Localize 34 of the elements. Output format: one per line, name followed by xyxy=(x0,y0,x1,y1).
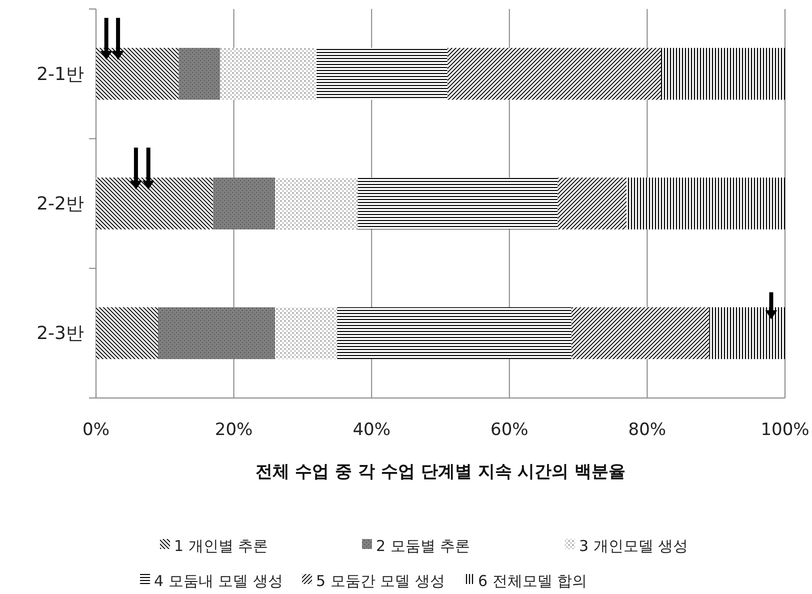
bar xyxy=(158,307,276,360)
x-tick-label: 80% xyxy=(628,420,666,440)
x-tick-label: 60% xyxy=(490,420,528,440)
bar xyxy=(275,307,338,360)
bar xyxy=(447,48,661,100)
legend-label: 1 개인별 추론 xyxy=(174,537,268,555)
bar xyxy=(571,307,710,360)
bar xyxy=(558,178,627,230)
bar xyxy=(96,178,214,230)
bar xyxy=(316,48,448,100)
x-axis-title: 전체 수업 중 각 수업 단계별 지속 시간의 백분율 xyxy=(255,462,626,482)
x-tick-label: 100% xyxy=(760,420,810,440)
x-tick-label: 40% xyxy=(352,420,390,440)
legend-label: 2 모둠별 추론 xyxy=(376,537,470,555)
bar xyxy=(709,307,785,360)
bar xyxy=(213,178,276,230)
legend-label: 4 모둠내 모델 생성 xyxy=(154,572,283,590)
bar xyxy=(626,178,785,230)
x-tick-label: 0% xyxy=(82,420,110,440)
bar xyxy=(275,178,358,230)
legend-label: 6 전체모델 합의 xyxy=(478,572,588,590)
y-tick-label: 2-3반 xyxy=(36,323,84,344)
bar xyxy=(220,48,316,100)
bar xyxy=(96,48,179,100)
legend-label: 5 모둠간 모델 생성 xyxy=(316,572,445,590)
y-tick-label: 2-1반 xyxy=(36,64,84,85)
bar xyxy=(96,307,158,360)
legend-label: 3 개인모델 생성 xyxy=(579,537,688,555)
bar xyxy=(178,48,220,100)
x-tick-label: 20% xyxy=(214,420,253,440)
y-tick-label: 2-2반 xyxy=(36,194,84,214)
bar xyxy=(660,48,785,100)
bar xyxy=(337,307,572,360)
bar xyxy=(358,178,558,230)
